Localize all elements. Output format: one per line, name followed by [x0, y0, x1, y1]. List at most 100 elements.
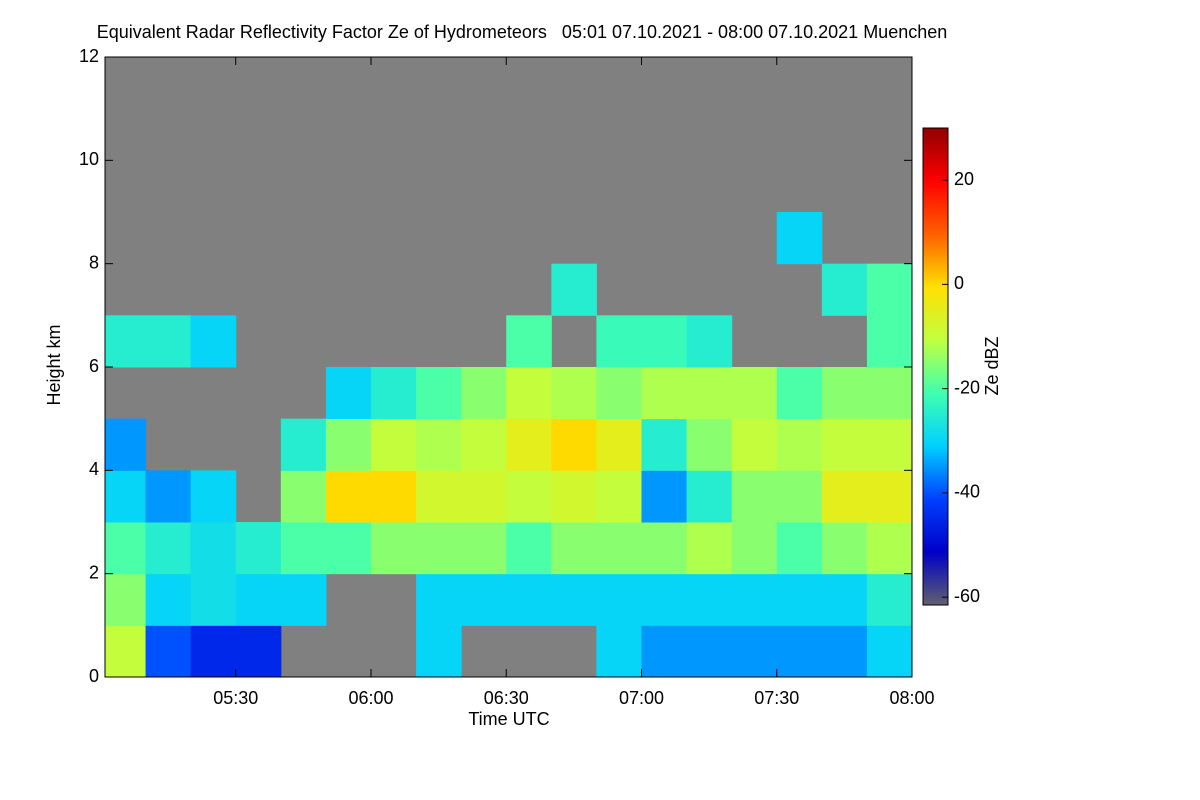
heatmap-cell	[325, 418, 372, 471]
heatmap-cell	[776, 367, 823, 420]
x-tick-label: 05:30	[213, 688, 258, 708]
heatmap-cell	[506, 470, 552, 523]
heatmap-cell	[506, 573, 552, 626]
heatmap-cell	[866, 367, 913, 420]
heatmap-cell	[686, 367, 733, 420]
heatmap-cell	[641, 573, 688, 626]
heatmap-cell	[731, 418, 778, 471]
heatmap-cell	[506, 315, 552, 368]
y-tick-label: 8	[89, 252, 99, 272]
heatmap-cell	[641, 315, 688, 368]
heatmap-cell	[105, 470, 147, 523]
heatmap-cell	[145, 522, 192, 575]
heatmap-cell	[461, 418, 507, 471]
heatmap-cell	[821, 573, 868, 626]
y-tick-label: 2	[89, 562, 99, 582]
heatmap-cell	[280, 522, 327, 575]
heatmap-cell	[866, 522, 913, 575]
y-tick-label: 10	[79, 149, 99, 169]
heatmap-cell	[731, 625, 778, 678]
heatmap-cell	[416, 522, 462, 575]
heatmap-cell	[370, 522, 417, 575]
heatmap-cell	[866, 418, 913, 471]
heatmap-cell	[105, 315, 147, 368]
y-tick-label: 12	[79, 46, 99, 66]
x-tick-label: 06:00	[348, 688, 393, 708]
heatmap-cell	[821, 625, 868, 678]
heatmap-cell	[506, 367, 552, 420]
heatmap-cell	[235, 625, 282, 678]
heatmap-cell	[596, 315, 642, 368]
heatmap-cell	[686, 315, 733, 368]
heatmap-cell	[370, 470, 417, 523]
heatmap-cell	[325, 470, 372, 523]
x-tick-label: 07:00	[619, 688, 664, 708]
heatmap-cell	[776, 470, 823, 523]
heatmap-cell	[551, 470, 597, 523]
heatmap-cell	[461, 367, 507, 420]
heatmap-cell	[686, 470, 733, 523]
heatmap-cell	[325, 367, 372, 420]
y-tick-label: 4	[89, 459, 99, 479]
heatmap-cell	[866, 263, 913, 316]
heatmap-cell	[596, 367, 642, 420]
heatmap-cell	[596, 522, 642, 575]
heatmap-cell	[866, 625, 913, 678]
heatmap-cell	[461, 573, 507, 626]
heatmap-cell	[731, 522, 778, 575]
heatmap-cell	[686, 573, 733, 626]
heatmap-cell	[416, 625, 462, 678]
heatmap-cell	[596, 470, 642, 523]
heatmap-cell	[416, 367, 462, 420]
heatmap-cell	[190, 625, 237, 678]
heatmap-cell	[731, 573, 778, 626]
heatmap-cell	[370, 367, 417, 420]
heatmap-cell	[551, 263, 597, 316]
heatmap-cell	[821, 522, 868, 575]
chart-title: Equivalent Radar Reflectivity Factor Ze …	[97, 22, 948, 42]
heatmap-cell	[821, 470, 868, 523]
heatmap-cell	[416, 418, 462, 471]
heatmap-cell	[821, 418, 868, 471]
heatmap-cell	[461, 522, 507, 575]
heatmap-cell	[641, 522, 688, 575]
heatmap-cell	[551, 573, 597, 626]
heatmap-cell	[145, 573, 192, 626]
heatmap-cell	[280, 573, 327, 626]
x-tick-label: 07:30	[754, 688, 799, 708]
heatmap-cell	[821, 263, 868, 316]
heatmap-cell	[776, 418, 823, 471]
heatmap-cell	[506, 522, 552, 575]
heatmap-cell	[866, 315, 913, 368]
heatmap-cell	[821, 367, 868, 420]
heatmap-cell	[551, 522, 597, 575]
x-tick-label: 08:00	[889, 688, 934, 708]
heatmap-cell	[105, 418, 147, 471]
heatmap-cell	[416, 470, 462, 523]
heatmap-cell	[461, 470, 507, 523]
heatmap-cell	[105, 573, 147, 626]
heatmap-cell	[731, 470, 778, 523]
heatmap-cell	[506, 418, 552, 471]
heatmap-cell	[325, 522, 372, 575]
heatmap-cell	[145, 315, 192, 368]
colorbar	[922, 127, 949, 606]
heatmap-cell	[551, 418, 597, 471]
heatmap-cell	[370, 418, 417, 471]
heatmap-cell	[866, 573, 913, 626]
heatmap-cell	[235, 573, 282, 626]
heatmap-cell	[105, 625, 147, 678]
heatmap-cell	[641, 470, 688, 523]
colorbar-tick-label: -20	[954, 377, 980, 397]
heatmap-cell	[776, 625, 823, 678]
colorbar-tick-label: 20	[954, 169, 974, 189]
heatmap-cell	[416, 573, 462, 626]
heatmap-cell	[866, 470, 913, 523]
colorbar-title: Ze dBZ	[982, 336, 1002, 395]
heatmap-cell	[280, 470, 327, 523]
colorbar-tick-label: -40	[954, 482, 980, 502]
heatmap-cell	[280, 418, 327, 471]
heatmap-cell	[190, 315, 237, 368]
colorbar-tick-label: 0	[954, 273, 964, 293]
heatmap-cell	[776, 522, 823, 575]
